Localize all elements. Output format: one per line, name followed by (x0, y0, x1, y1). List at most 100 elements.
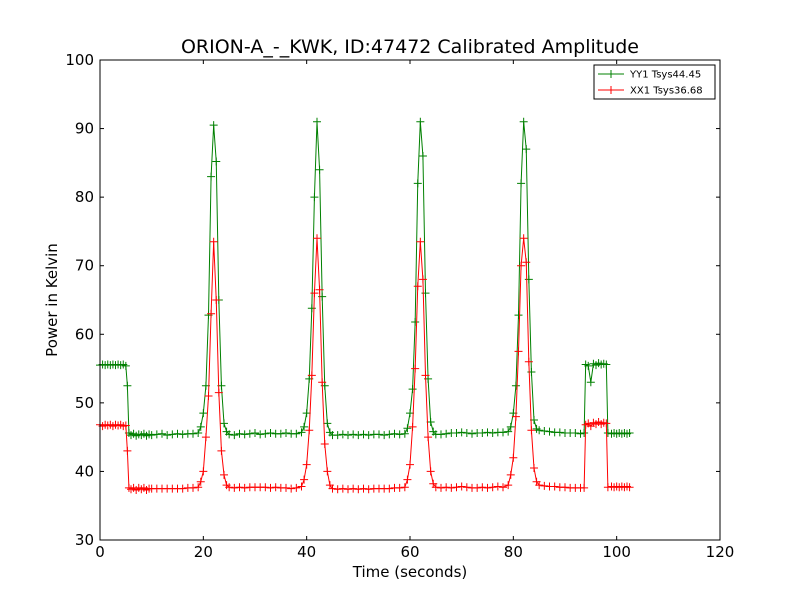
data-point (408, 385, 417, 394)
data-point (230, 483, 239, 492)
ticks-layer: 0 20 40 60 80 100 120 30 40 50 60 70 80 90 100 (65, 51, 734, 561)
data-point (535, 426, 544, 435)
data-point (406, 460, 414, 469)
legend: YY1 Tsys44.45 XX1 Tsys36.68 (593, 64, 716, 100)
data-point (163, 431, 172, 440)
data-point (380, 431, 389, 440)
data-point (313, 234, 321, 243)
data-point (121, 361, 130, 370)
data-point (413, 282, 422, 291)
data-point (452, 429, 461, 438)
data-point (540, 481, 549, 490)
data-point (364, 485, 373, 494)
data-point (344, 485, 352, 494)
data-point (426, 418, 435, 427)
data-point (212, 157, 221, 166)
data-point (178, 484, 187, 493)
data-point (199, 409, 208, 418)
data-point (473, 483, 482, 492)
data-point (504, 427, 513, 436)
y-tick-label: 40 (75, 462, 94, 480)
data-point (452, 483, 461, 492)
data-point (359, 484, 368, 493)
data-point (517, 261, 526, 270)
data-point (349, 484, 358, 493)
data-point (418, 152, 427, 160)
data-point (297, 482, 306, 491)
data-point (395, 483, 404, 492)
data-point (514, 347, 523, 356)
data-point (300, 475, 309, 484)
data-point (266, 429, 275, 438)
data-point (437, 430, 445, 439)
x-tick-label: 0 (95, 543, 105, 561)
data-point (271, 483, 280, 492)
data-point (207, 172, 216, 181)
y-tick-label: 30 (75, 531, 94, 549)
data-point (413, 179, 422, 188)
data-point (400, 483, 409, 492)
data-point (442, 483, 451, 492)
data-point (300, 422, 309, 431)
data-point (602, 419, 611, 428)
data-point (173, 429, 182, 438)
data-point (421, 371, 430, 380)
data-point (245, 429, 254, 438)
data-point (235, 483, 244, 492)
data-point (123, 381, 132, 390)
series-0 (96, 117, 634, 440)
data-point (499, 428, 507, 437)
legend-marker-yy1 (607, 70, 615, 78)
data-point (189, 483, 197, 492)
data-point (212, 296, 221, 304)
data-point (506, 470, 515, 479)
data-point (530, 464, 538, 472)
data-point (545, 427, 554, 436)
data-point (338, 484, 347, 493)
data-point (194, 429, 203, 438)
data-point (344, 431, 352, 440)
legend-label-xx1: XX1 Tsys36.68 (630, 86, 703, 97)
data-point (333, 485, 342, 494)
legend-marker-xx1 (607, 86, 615, 94)
data-point (240, 483, 249, 492)
data-point (488, 429, 497, 438)
data-point (625, 483, 634, 492)
data-point (194, 483, 203, 492)
data-point (207, 309, 216, 318)
data-point (483, 483, 492, 492)
x-tick-label: 40 (297, 543, 316, 561)
data-point (364, 431, 373, 440)
data-point (457, 482, 466, 491)
data-point (349, 430, 358, 439)
x-tick-label: 120 (706, 543, 735, 561)
data-point (524, 357, 533, 366)
data-point (403, 475, 412, 484)
data-point (225, 430, 234, 439)
data-point (524, 275, 533, 284)
data-point (483, 428, 492, 437)
y-tick-label: 70 (75, 257, 94, 275)
data-point (395, 430, 404, 439)
data-point (478, 429, 487, 438)
data-point (318, 378, 327, 387)
data-point (462, 483, 471, 492)
data-point (209, 121, 218, 130)
data-point (168, 430, 177, 439)
data-point (261, 483, 270, 492)
data-point (251, 429, 259, 438)
data-point (411, 364, 420, 373)
data-point (196, 477, 205, 486)
data-point (199, 467, 208, 476)
data-point (511, 381, 520, 390)
series-1 (96, 234, 634, 494)
data-point (240, 430, 249, 439)
data-point (522, 145, 531, 154)
x-tick-label: 100 (602, 543, 631, 561)
data-point (411, 317, 420, 326)
data-point (261, 429, 270, 438)
data-point (287, 484, 296, 493)
data-point (354, 485, 363, 494)
data-point (359, 430, 368, 439)
data-point (310, 193, 319, 202)
